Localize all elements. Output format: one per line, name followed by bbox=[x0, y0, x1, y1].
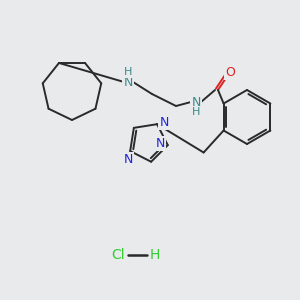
Text: N: N bbox=[191, 95, 201, 109]
Text: N: N bbox=[156, 136, 165, 150]
Text: H: H bbox=[124, 67, 132, 77]
Text: H: H bbox=[192, 107, 200, 117]
Text: H: H bbox=[150, 248, 160, 262]
Text: N: N bbox=[123, 76, 133, 88]
Text: N: N bbox=[124, 153, 133, 166]
Text: N: N bbox=[159, 116, 169, 129]
Text: O: O bbox=[225, 65, 235, 79]
Text: Cl: Cl bbox=[111, 248, 125, 262]
